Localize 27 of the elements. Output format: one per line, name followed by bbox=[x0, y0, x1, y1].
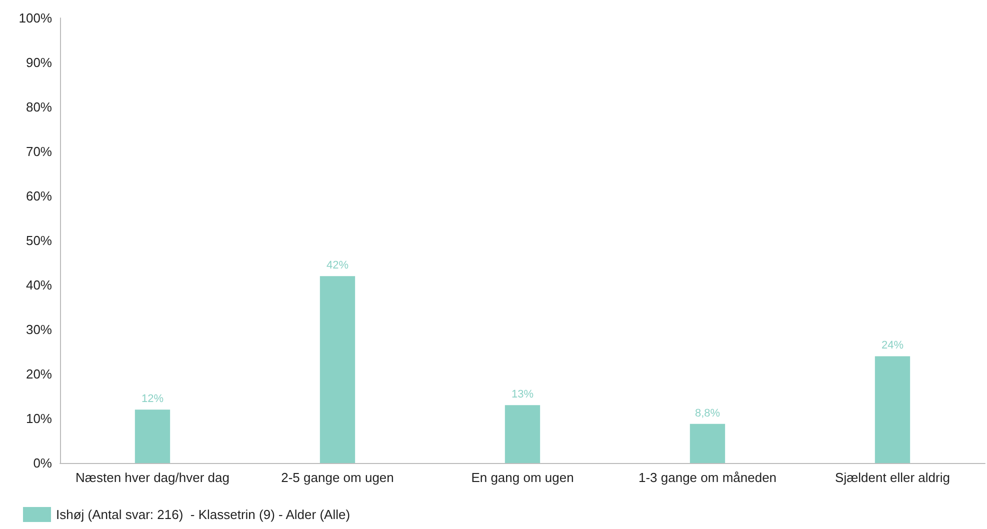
bar bbox=[690, 424, 726, 463]
x-tick-label: En gang om ugen bbox=[471, 470, 574, 485]
data-label: 12% bbox=[141, 393, 164, 406]
data-label: 42% bbox=[326, 260, 349, 272]
y-tick-label: 100% bbox=[18, 10, 52, 26]
bar bbox=[874, 356, 910, 463]
legend-label: Ishøj (Antal svar: 216) - Klassetrin (9) - Alder (Alle) bbox=[56, 507, 350, 522]
data-label: 8,8% bbox=[694, 407, 720, 420]
x-tick-label: 2-5 gange om ugen bbox=[281, 470, 394, 485]
y-tick-label: 20% bbox=[26, 366, 52, 382]
x-tick-label: Sjældent eller aldrig bbox=[835, 470, 950, 485]
y-tick-label: 50% bbox=[26, 233, 52, 248]
bar bbox=[504, 405, 540, 463]
y-tick-label: 40% bbox=[26, 278, 52, 292]
y-tick-label: 10% bbox=[26, 411, 52, 426]
y-tick-label: 70% bbox=[26, 144, 52, 159]
y-tick-label: 80% bbox=[26, 100, 52, 114]
y-tick-label: 60% bbox=[26, 188, 52, 204]
bar bbox=[320, 276, 356, 463]
data-label: 13% bbox=[511, 388, 534, 401]
y-tick-label: 90% bbox=[26, 55, 52, 70]
x-tick-label: Næsten hver dag/hver dag bbox=[76, 470, 230, 485]
data-label: 24% bbox=[881, 340, 904, 352]
x-tick-label: 1-3 gange om måneden bbox=[638, 470, 777, 485]
bar bbox=[134, 410, 170, 463]
y-tick-label: 0% bbox=[33, 456, 52, 470]
y-tick-label: 30% bbox=[26, 322, 52, 337]
